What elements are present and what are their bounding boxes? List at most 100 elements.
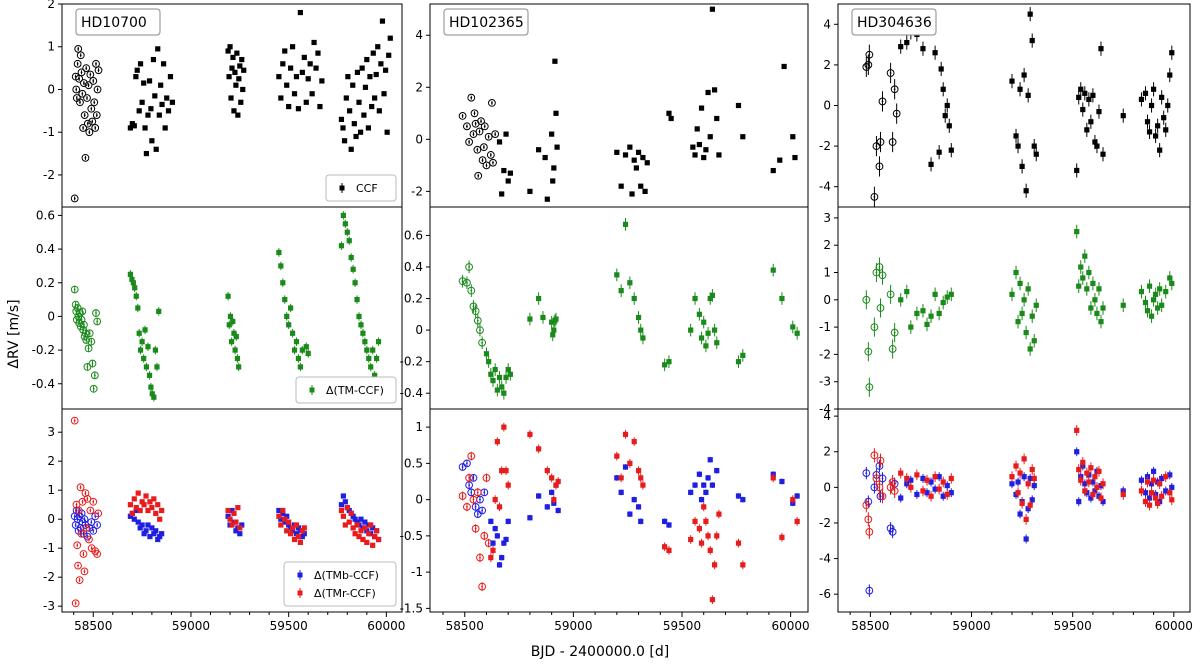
- data-point: [1100, 481, 1106, 487]
- data-point: [1150, 468, 1157, 474]
- y-tick-label: 1: [823, 266, 831, 280]
- data-point: [342, 221, 348, 227]
- data-point: [73, 59, 82, 68]
- data-point-center: [92, 387, 95, 390]
- x-tick-label: 58500: [74, 619, 112, 633]
- data-point-center: [96, 320, 99, 323]
- data-point-center: [74, 602, 77, 605]
- data-point: [77, 315, 86, 324]
- data-point: [370, 525, 376, 531]
- data-point: [1092, 297, 1098, 303]
- data-point: [491, 130, 500, 139]
- data-point: [928, 161, 934, 167]
- data-point: [136, 108, 142, 114]
- data-point: [1094, 310, 1100, 317]
- data-point: [231, 108, 237, 114]
- data-point: [1159, 302, 1165, 308]
- data-point: [357, 129, 364, 135]
- data-point: [458, 112, 467, 120]
- data-point: [89, 526, 98, 535]
- data-point: [234, 50, 240, 56]
- data-point: [229, 65, 235, 71]
- data-point-center: [867, 518, 870, 521]
- data-point: [79, 124, 88, 132]
- x-tick-label: 58500: [851, 619, 889, 633]
- data-point: [499, 468, 505, 474]
- data-point: [488, 518, 494, 524]
- subplot-hd10700-row-0: -2 -1 0 1 2 HD10700 CCF: [43, 0, 403, 208]
- data-point: [1157, 147, 1163, 153]
- data-point: [1033, 151, 1039, 157]
- data-point: [1090, 280, 1096, 287]
- data-point: [711, 327, 718, 333]
- data-point: [286, 522, 292, 528]
- data-point: [714, 533, 720, 539]
- data-point-center: [476, 319, 479, 322]
- data-point: [127, 271, 133, 277]
- data-point: [142, 327, 148, 333]
- data-point: [375, 339, 382, 345]
- data-point: [164, 95, 170, 101]
- data-point-center: [95, 62, 97, 65]
- data-point: [149, 391, 155, 397]
- data-point: [241, 67, 247, 73]
- data-point-center: [474, 505, 477, 508]
- data-point: [635, 149, 642, 155]
- data-point: [473, 316, 482, 325]
- data-point: [1013, 463, 1019, 469]
- data-point-center: [480, 120, 482, 123]
- series-ccf: [127, 9, 393, 157]
- y-tick-label: -1: [411, 565, 423, 579]
- data-point: [356, 99, 362, 105]
- data-point: [1009, 481, 1015, 487]
- data-point: [627, 144, 633, 150]
- data-point: [944, 102, 950, 109]
- data-point: [698, 335, 705, 341]
- data-point: [338, 116, 345, 122]
- data-point: [638, 327, 644, 333]
- data-point: [360, 536, 366, 543]
- data-point: [1157, 481, 1163, 487]
- data-point: [154, 364, 160, 370]
- data-point: [1082, 488, 1088, 494]
- data-point: [1013, 269, 1019, 276]
- data-point: [1080, 459, 1086, 466]
- data-point-center: [474, 310, 477, 313]
- data-point-center: [86, 498, 89, 500]
- subplot-hd304636-row-0: -4 -2 0 2 4 HD304636: [819, 3, 1191, 208]
- data-point: [233, 82, 239, 88]
- data-point: [716, 511, 722, 517]
- data-point: [1146, 283, 1153, 289]
- data-point: [286, 322, 292, 328]
- data-point: [226, 74, 232, 80]
- data-point: [149, 505, 155, 511]
- y-tick-label: 4: [823, 17, 831, 31]
- data-point: [386, 52, 392, 58]
- data-point: [1023, 516, 1029, 523]
- data-point-center: [79, 54, 82, 57]
- data-point: [714, 115, 720, 122]
- data-point: [1086, 479, 1092, 485]
- series-ccf: [898, 7, 1175, 198]
- data-point: [288, 531, 294, 537]
- data-point: [629, 191, 635, 197]
- data-point: [384, 129, 390, 135]
- data-point-center: [492, 161, 494, 164]
- data-point: [228, 95, 234, 101]
- data-point: [231, 510, 237, 516]
- data-point: [640, 482, 646, 488]
- data-point: [1084, 127, 1090, 133]
- data-point: [227, 44, 233, 50]
- data-point: [350, 513, 356, 519]
- data-point: [878, 492, 887, 501]
- data-point: [341, 138, 348, 144]
- data-point: [353, 133, 359, 140]
- data-point: [359, 65, 365, 71]
- data-point: [139, 522, 145, 528]
- data-point: [536, 446, 542, 452]
- data-point: [311, 39, 317, 46]
- data-point: [924, 477, 930, 483]
- data-point: [1017, 86, 1023, 92]
- data-point: [1082, 253, 1088, 259]
- data-point: [638, 518, 644, 524]
